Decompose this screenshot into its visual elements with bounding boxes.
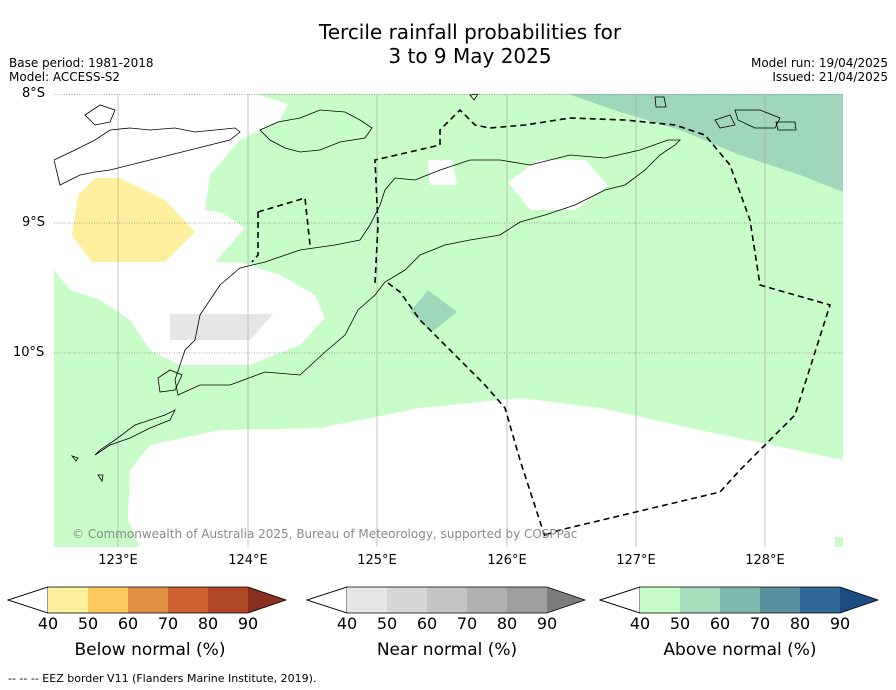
colorbar-label-above: Above normal (%) <box>663 640 817 660</box>
below-normal-40-patch <box>72 178 195 262</box>
no-dominant-patch <box>508 160 608 210</box>
colorbar-min-arrow <box>598 586 641 614</box>
colorbar-near-normal <box>305 586 587 614</box>
lon-label-124e: 124°E <box>228 553 268 568</box>
colorbar-tick-label: 70 <box>749 614 771 633</box>
lon-label-123e: 123°E <box>98 553 138 568</box>
colorbar-min-arrow <box>6 586 49 614</box>
lon-label-125e: 125°E <box>357 553 397 568</box>
colorbar-segment <box>680 587 720 613</box>
near-normal-40-patch <box>170 314 273 340</box>
colorbar-min-arrow <box>305 586 348 614</box>
colorbar-label-near: Near normal (%) <box>376 640 518 660</box>
colorbar-below-normal <box>6 586 288 614</box>
colorbar-segment <box>128 587 168 613</box>
coastlines <box>54 94 797 483</box>
colorbar-tick-label: 50 <box>376 614 398 633</box>
above-normal-50-region <box>568 94 843 192</box>
colorbar-segment <box>168 587 208 613</box>
issued-label: Issued: 21/04/2025 <box>772 70 888 84</box>
lon-label-128e: 128°E <box>745 553 785 568</box>
colorbar-segment <box>88 587 128 613</box>
colorbar-tick-label: 40 <box>37 614 59 633</box>
colorbar-segment <box>467 587 507 613</box>
above-normal-40-region <box>54 94 843 547</box>
timor-island <box>174 139 681 396</box>
colorbar-segment <box>48 587 88 613</box>
colorbar-label-below: Below normal (%) <box>74 640 226 660</box>
colorbar-outline <box>305 586 587 614</box>
lat-label-9s: 9°S <box>22 215 46 230</box>
colorbar-segment <box>347 587 387 613</box>
colorbar-segment <box>427 587 467 613</box>
flores-island <box>54 127 241 186</box>
colorbar-tick-label: 40 <box>336 614 358 633</box>
base-period-label: Base period: 1981-2018 <box>9 56 154 70</box>
model-label: Model: ACCESS-S2 <box>9 70 121 84</box>
colorbar-tick-label: 60 <box>416 614 438 633</box>
colorbar-tick-label: 90 <box>237 614 259 633</box>
chart-title-line1: Tercile rainfall probabilities for <box>318 20 622 44</box>
colorbar-segment <box>507 587 547 613</box>
colorbar-tick-label: 50 <box>669 614 691 633</box>
colorbar-segment <box>760 587 800 613</box>
colorbar-tick-label: 80 <box>789 614 811 633</box>
colorbar-segment <box>640 587 680 613</box>
model-run-label: Model run: 19/04/2025 <box>750 56 888 70</box>
eez-footnote: -- -- -- EEZ border V11 (Flanders Marine… <box>8 672 317 685</box>
colorbar-tick-label: 90 <box>536 614 558 633</box>
lon-label-127e: 127°E <box>616 553 656 568</box>
colorbar-tick-label: 80 <box>496 614 518 633</box>
graticule <box>54 94 843 354</box>
colorbar-tick-label: 60 <box>117 614 139 633</box>
meridians <box>117 94 766 547</box>
lat-label-10s: 10°S <box>13 345 45 360</box>
colorbar-outline <box>6 586 288 614</box>
colorbar-outline <box>598 586 880 614</box>
lat-label-8s: 8°S <box>22 86 46 101</box>
colorbar-segment <box>387 587 427 613</box>
chart-title-line2: 3 to 9 May 2025 <box>388 44 552 68</box>
no-dominant-patch <box>428 160 457 185</box>
alor-island <box>259 109 373 153</box>
copyright-notice: © Commonwealth of Australia 2025, Bureau… <box>72 527 578 541</box>
colorbar-tick-label: 70 <box>157 614 179 633</box>
colorbar-max-arrow <box>840 587 878 613</box>
colorbar-above-normal <box>598 586 880 614</box>
lon-label-126e: 126°E <box>487 553 527 568</box>
colorbar-tick-label: 60 <box>709 614 731 633</box>
colorbar-segment <box>720 587 760 613</box>
eez-border <box>251 108 832 538</box>
colorbar-segment <box>208 587 248 613</box>
colorbar-tick-label: 80 <box>197 614 219 633</box>
colorbar-tick-label: 40 <box>629 614 651 633</box>
colorbar-max-arrow <box>547 587 585 613</box>
colorbar-tick-label: 50 <box>77 614 99 633</box>
colorbar-max-arrow <box>248 587 286 613</box>
colorbar-tick-label: 70 <box>456 614 478 633</box>
colorbar-tick-label: 90 <box>829 614 851 633</box>
colorbar-segment <box>800 587 840 613</box>
rote-island <box>94 409 176 456</box>
